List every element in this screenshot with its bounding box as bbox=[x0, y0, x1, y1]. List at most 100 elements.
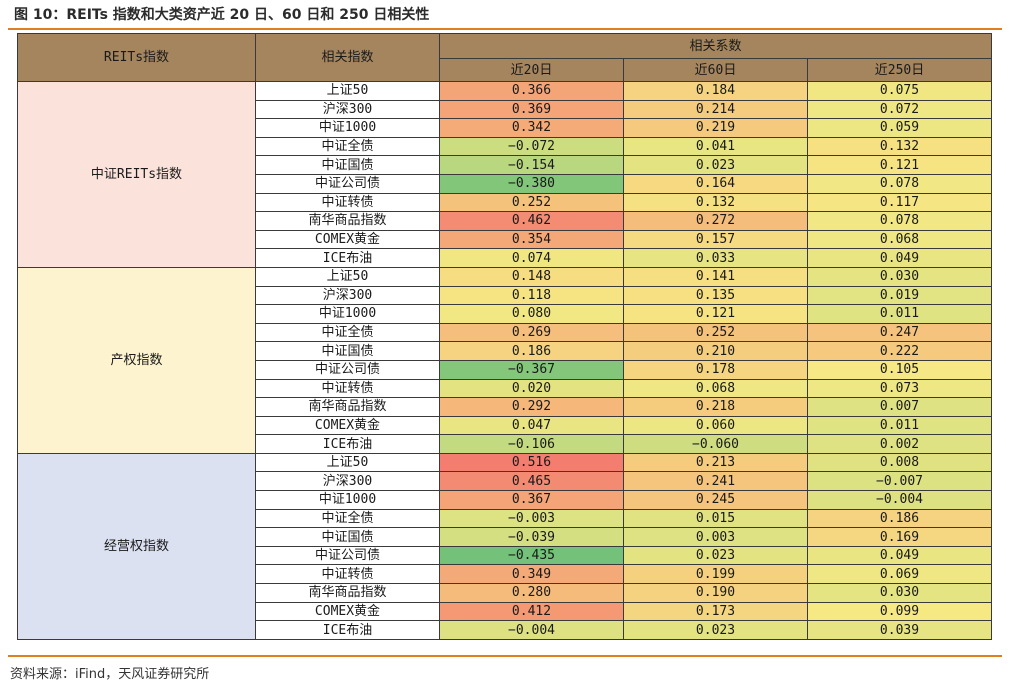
corr-cell-d250: 0.068 bbox=[807, 229, 992, 250]
corr-cell-d250: 0.117 bbox=[807, 192, 992, 213]
corr-cell-d60: 0.190 bbox=[623, 583, 808, 603]
corr-cell-d250: 0.073 bbox=[807, 378, 992, 399]
group-label: 中证REITs指数 bbox=[17, 81, 256, 268]
index-name-cell: ICE布油 bbox=[255, 434, 440, 454]
corr-cell-d60: 0.041 bbox=[623, 136, 808, 157]
group-label: 产权指数 bbox=[17, 266, 256, 454]
corr-cell-d250: 0.222 bbox=[807, 341, 992, 361]
correlation-table: REITs指数 相关指数 相关系数 近20日 近60日 近250日 中证REIT… bbox=[17, 33, 992, 640]
table-row: COMEX黄金 0.047 0.060 0.011 bbox=[18, 415, 992, 436]
corr-cell-d60: 0.184 bbox=[623, 81, 808, 101]
corr-cell-d250: 0.169 bbox=[807, 527, 992, 547]
corr-cell-d20: 0.280 bbox=[439, 583, 624, 603]
index-name-cell: 中证转债 bbox=[255, 192, 440, 213]
corr-cell-d20: 0.342 bbox=[439, 118, 624, 138]
corr-cell-d250: 0.011 bbox=[807, 415, 992, 436]
corr-cell-d60: 0.135 bbox=[623, 285, 808, 306]
corr-cell-d20: 0.354 bbox=[439, 229, 624, 250]
table-row: 中证全债 −0.072 0.041 0.132 bbox=[18, 136, 992, 157]
header-reits-index: REITs指数 bbox=[17, 33, 256, 82]
corr-cell-d60: 0.199 bbox=[623, 564, 808, 585]
index-name-cell: 沪深300 bbox=[255, 471, 440, 492]
index-name-cell: 中证1000 bbox=[255, 304, 440, 324]
corr-cell-d250: 0.078 bbox=[807, 173, 992, 194]
corr-cell-d60: 0.023 bbox=[623, 155, 808, 175]
corr-cell-d20: 0.252 bbox=[439, 192, 624, 213]
table-row: COMEX黄金 0.354 0.157 0.068 bbox=[18, 229, 992, 250]
corr-cell-d20: 0.367 bbox=[439, 490, 624, 510]
corr-cell-d20: 0.047 bbox=[439, 415, 624, 436]
corr-cell-d20: 0.186 bbox=[439, 341, 624, 361]
corr-cell-d60: 0.178 bbox=[623, 359, 808, 380]
corr-cell-d250: −0.004 bbox=[807, 490, 992, 510]
corr-cell-d250: 0.075 bbox=[807, 81, 992, 101]
corr-cell-d60: 0.210 bbox=[623, 341, 808, 361]
corr-cell-d20: 0.516 bbox=[439, 452, 624, 473]
table-row: 中证转债 0.349 0.199 0.069 bbox=[18, 564, 992, 585]
corr-cell-d250: 0.186 bbox=[807, 508, 992, 529]
index-name-cell: ICE布油 bbox=[255, 248, 440, 268]
corr-cell-d60: 0.060 bbox=[623, 415, 808, 436]
corr-cell-d60: 0.121 bbox=[623, 304, 808, 324]
index-name-cell: 中证国债 bbox=[255, 155, 440, 175]
index-name-cell: 上证50 bbox=[255, 266, 440, 287]
index-name-cell: COMEX黄金 bbox=[255, 601, 440, 622]
table-row: 沪深300 0.369 0.214 0.072 bbox=[18, 99, 992, 120]
corr-cell-d250: 0.132 bbox=[807, 136, 992, 157]
table-row: 产权指数 上证50 0.148 0.141 0.030 bbox=[17, 266, 992, 454]
table-row: 中证1000 0.080 0.121 0.011 bbox=[18, 304, 992, 324]
table-row: 南华商品指数 0.462 0.272 0.078 bbox=[18, 211, 992, 231]
corr-cell-d250: 0.121 bbox=[807, 155, 992, 175]
table-row: ICE布油 −0.004 0.023 0.039 bbox=[18, 620, 992, 640]
index-name-cell: 中证转债 bbox=[255, 378, 440, 399]
corr-cell-d20: 0.020 bbox=[439, 378, 624, 399]
corr-cell-d250: 0.039 bbox=[807, 620, 992, 640]
corr-cell-d250: 0.059 bbox=[807, 118, 992, 138]
index-name-cell: COMEX黄金 bbox=[255, 415, 440, 436]
table-row: 南华商品指数 0.280 0.190 0.030 bbox=[18, 583, 992, 603]
corr-cell-d60: 0.033 bbox=[623, 248, 808, 268]
table-row: 中证全债 0.269 0.252 0.247 bbox=[18, 322, 992, 343]
corr-cell-d20: 0.080 bbox=[439, 304, 624, 324]
corr-cell-d60: 0.015 bbox=[623, 508, 808, 529]
header-250d: 近250日 bbox=[807, 58, 992, 82]
corr-cell-d20: 0.148 bbox=[439, 266, 624, 287]
corr-cell-d250: 0.002 bbox=[807, 434, 992, 454]
corr-cell-d250: 0.030 bbox=[807, 266, 992, 287]
index-name-cell: 中证国债 bbox=[255, 527, 440, 547]
index-name-cell: 南华商品指数 bbox=[255, 211, 440, 231]
corr-cell-d60: 0.164 bbox=[623, 173, 808, 194]
corr-cell-d20: −0.380 bbox=[439, 173, 624, 194]
corr-cell-d250: 0.049 bbox=[807, 545, 992, 566]
corr-cell-d20: 0.369 bbox=[439, 99, 624, 120]
corr-cell-d250: −0.007 bbox=[807, 471, 992, 492]
corr-cell-d60: 0.272 bbox=[623, 211, 808, 231]
corr-cell-d60: −0.060 bbox=[623, 434, 808, 454]
corr-cell-d250: 0.247 bbox=[807, 322, 992, 343]
table-row: 中证国债 −0.039 0.003 0.169 bbox=[18, 527, 992, 547]
index-name-cell: 中证公司债 bbox=[255, 173, 440, 194]
table-row: 中证公司债 −0.380 0.164 0.078 bbox=[18, 173, 992, 194]
corr-cell-d20: −0.004 bbox=[439, 620, 624, 640]
table-row: 中证1000 0.367 0.245 −0.004 bbox=[18, 490, 992, 510]
table-row: 中证国债 −0.154 0.023 0.121 bbox=[18, 155, 992, 175]
corr-cell-d250: 0.069 bbox=[807, 564, 992, 585]
corr-cell-d20: 0.412 bbox=[439, 601, 624, 622]
table-row: 中证国债 0.186 0.210 0.222 bbox=[18, 341, 992, 361]
corr-cell-d20: 0.118 bbox=[439, 285, 624, 306]
corr-cell-d60: 0.252 bbox=[623, 322, 808, 343]
index-name-cell: 中证全债 bbox=[255, 322, 440, 343]
corr-cell-d60: 0.141 bbox=[623, 266, 808, 287]
corr-cell-d250: 0.030 bbox=[807, 583, 992, 603]
index-name-cell: 中证国债 bbox=[255, 341, 440, 361]
corr-cell-d20: −0.072 bbox=[439, 136, 624, 157]
index-name-cell: 中证全债 bbox=[255, 136, 440, 157]
table-row: 中证公司债 −0.435 0.023 0.049 bbox=[18, 545, 992, 566]
corr-cell-d60: 0.023 bbox=[623, 620, 808, 640]
corr-cell-d60: 0.213 bbox=[623, 452, 808, 473]
corr-cell-d20: 0.269 bbox=[439, 322, 624, 343]
header-20d: 近20日 bbox=[439, 58, 624, 82]
figure-title: 图 10：REITs 指数和大类资产近 20 日、60 日和 250 日相关性 bbox=[14, 7, 430, 23]
top-rule bbox=[8, 28, 1002, 30]
index-name-cell: 中证公司债 bbox=[255, 545, 440, 566]
